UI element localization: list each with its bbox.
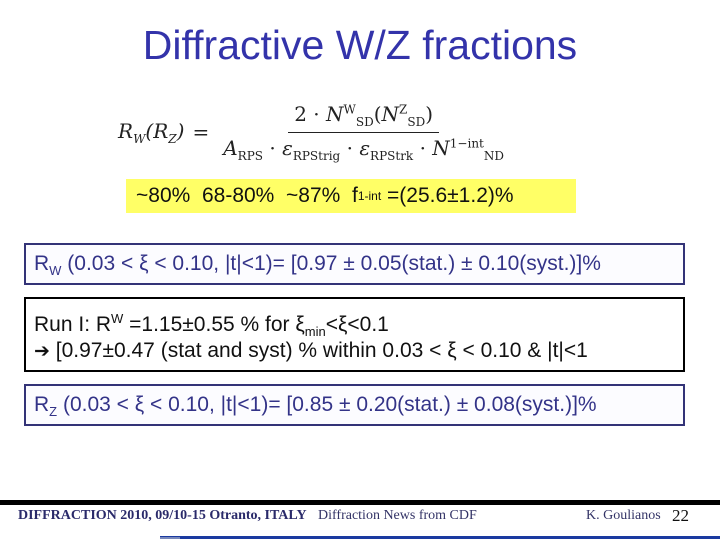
den-a-sub: RPS [237,148,263,163]
f-sub: 1-int [357,189,382,203]
rw-result-line: RW (0.03 < ξ < 0.10, |t|<1)= [0.97 ± 0.0… [34,248,683,280]
f-value: =(25.6±1.2)% [381,184,514,207]
run1-line1: Run I: RW =1.15±0.55 % for ξmin<ξ<0.1 [34,303,683,339]
lhs-paren-sub: Z [168,131,177,146]
fraction-formula: RW(RZ) = 2 · NWSD(NZSD) ARPS · εRPStrig … [118,94,510,170]
arrow-right-icon: ➔ [34,341,50,362]
run1-box: Run I: RW =1.15±0.55 % for ξmin<ξ<0.1 ➔ … [24,297,685,372]
run1-sup: W [111,311,124,326]
run1-sub: min [304,324,326,340]
rz-text: (0.03 < ξ < 0.10, |t|<1)= [0.85 ± 0.20(s… [57,393,597,416]
numerator: 2 · NWSD(NZSD) [288,102,439,133]
den-n-sup: 1−int [449,135,484,150]
den-e1-sub: RPStrig [292,148,341,163]
rw-result-box: RW (0.03 < ξ < 0.10, |t|<1)= [0.97 ± 0.0… [24,243,685,285]
page-number: 22 [672,506,689,525]
footer-rule [0,500,720,505]
lhs-symbol: R [118,118,134,143]
fraction: 2 · NWSD(NZSD) ARPS · εRPStrig · εRPStrk… [217,102,510,163]
den-dot: · [263,135,283,160]
run1-mid: =1.15±0.55 % for ξ [123,313,305,336]
rw-label-sub: W [49,263,62,279]
denominator: ARPS · εRPStrig · εRPStrk · N1−intND [217,133,510,163]
footer-talk-title: Diffraction News from CDF [318,508,477,523]
den-e2: ε [359,135,371,160]
efficiency-highlight: ~80% 68-80% ~87% f 1-int =(25.6±1.2)% [126,179,576,213]
rz-result-box: RZ (0.03 < ξ < 0.10, |t|<1)= [0.85 ± 0.2… [24,384,685,426]
num-n1-sup: W [343,101,356,116]
formula-lhs: RW(RZ) [118,119,184,146]
rz-label: R [34,393,50,416]
num-paren-close: ) [425,101,433,126]
run1-line2-text: [0.97±0.47 (stat and syst) % within 0.03… [49,339,588,362]
rw-text: (0.03 < ξ < 0.10, |t|<1)= [0.97 ± 0.05(s… [61,252,601,275]
num-coef: 2 · [294,101,326,126]
num-n1: N [326,101,344,126]
run1-pre: Run I: R [34,313,112,336]
num-n1-sub: SD [355,114,374,129]
den-e1: ε [282,135,293,160]
track-efficiency-value: ~87% [286,184,341,207]
num-paren-open: ( [373,101,382,126]
rz-result-line: RZ (0.03 < ξ < 0.10, |t|<1)= [0.85 ± 0.2… [34,389,683,421]
f-label: f [352,184,358,207]
slide-title: Diffractive W/Z fractions [142,22,578,68]
equals-sign: = [192,120,210,144]
lhs-sub: W [133,131,146,146]
footer-conference: DIFFRACTION 2010, 09/10-15 Otranto, ITAL… [18,508,307,523]
den-n-sub: ND [483,148,504,163]
footer-accent-fade [160,537,180,539]
run1-line2: ➔ [0.97±0.47 (stat and syst) % within 0.… [34,335,683,367]
lhs-paren: (R [145,118,169,143]
trigger-efficiency-value: 68-80% [201,184,275,207]
run1-post: <ξ<0.1 [325,313,389,336]
den-dot: · [340,135,360,160]
rw-label: R [34,252,50,275]
acceptance-value: ~80% [136,184,191,207]
den-n: N [432,135,450,160]
num-n2-sup: Z [399,101,408,116]
rz-label-sub: Z [49,404,58,420]
lhs-close: ) [176,118,185,143]
num-n2: N [381,101,400,126]
num-n2-sub: SD [407,114,426,129]
den-e2-sub: RPStrk [370,148,414,163]
den-a: A [223,135,238,160]
den-dot: · [413,135,433,160]
footer-accent-line [160,536,720,539]
footer-author: K. Goulianos [586,508,661,523]
